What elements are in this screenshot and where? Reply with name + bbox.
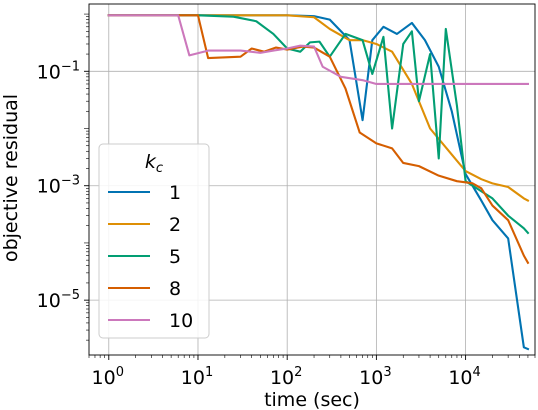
- legend-title-subscript: c: [156, 161, 163, 176]
- legend-label: 8: [169, 278, 181, 300]
- plot-frame: [88, 3, 536, 356]
- x-tick-label-exponent: 0: [116, 365, 124, 380]
- y-tick-label-base: 10: [37, 61, 61, 83]
- y-tick-label-exponent: −1: [61, 59, 80, 74]
- x-tick-label-exponent: 1: [205, 365, 213, 380]
- x-tick-label: 104: [448, 365, 480, 389]
- x-tick-label-exponent: 3: [383, 365, 391, 380]
- x-tick-label-base: 10: [181, 367, 205, 389]
- series-line-2: [107, 14, 530, 203]
- x-tick-label-base: 10: [359, 367, 383, 389]
- y-axis-label: objective residual: [0, 94, 22, 262]
- x-tick-label: 103: [359, 365, 391, 389]
- legend-label: 1: [169, 182, 181, 204]
- x-tick-label: 100: [92, 365, 124, 389]
- legend-title: kc: [145, 151, 163, 176]
- x-tick-label-exponent: 2: [294, 365, 302, 380]
- x-tick-label: 101: [181, 365, 213, 389]
- x-tick-label: 102: [270, 365, 302, 389]
- y-tick-label-base: 10: [37, 290, 61, 312]
- x-tick-label-exponent: 4: [473, 365, 481, 380]
- legend-title-main: k: [145, 151, 157, 173]
- x-tick-label-base: 10: [270, 367, 294, 389]
- series-line-10: [107, 14, 529, 86]
- series-line-5: [107, 14, 530, 235]
- legend-label: 2: [169, 214, 181, 236]
- y-tick-label-base: 10: [37, 176, 61, 198]
- y-tick-label-exponent: −5: [61, 288, 80, 303]
- x-tick-label-base: 10: [92, 367, 116, 389]
- series-layer: [107, 14, 530, 351]
- y-tick-label: 10−3: [37, 174, 80, 198]
- y-tick-label: 10−1: [37, 59, 80, 83]
- x-tick-label-base: 10: [448, 367, 472, 389]
- legend-box: [98, 143, 210, 339]
- series-line-1: [107, 14, 530, 351]
- legend-label: 5: [169, 246, 181, 268]
- x-axis-label: time (sec): [264, 389, 360, 410]
- series-line-8: [107, 14, 530, 265]
- y-tick-label-exponent: −3: [61, 174, 80, 189]
- legend-label: 10: [169, 310, 193, 332]
- y-tick-label: 10−5: [37, 288, 80, 312]
